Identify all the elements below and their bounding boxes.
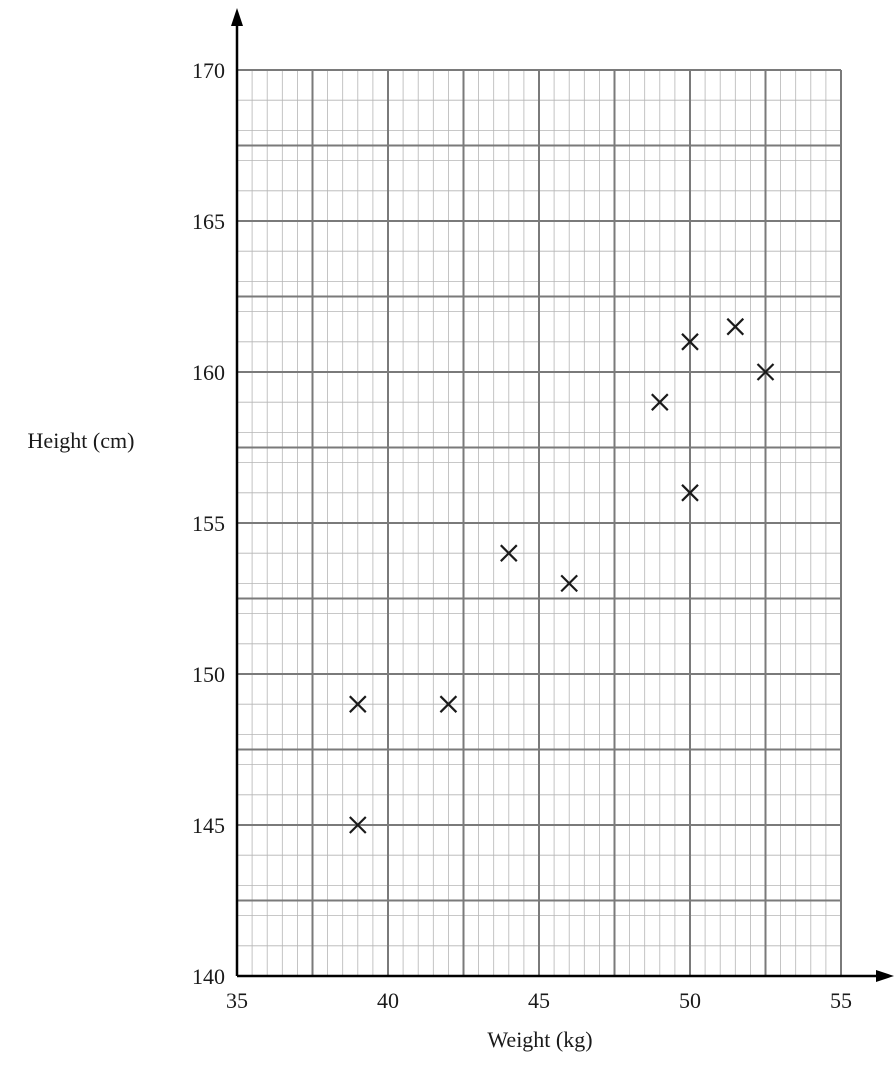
data-point-stroke xyxy=(349,695,367,713)
data-point-stroke xyxy=(560,574,578,593)
data-point xyxy=(681,484,699,502)
data-point-stroke xyxy=(681,333,699,351)
y-axis-label: Height (cm) xyxy=(28,428,135,453)
x-tick-label: 50 xyxy=(679,988,701,1013)
y-tick-label: 155 xyxy=(192,511,225,536)
y-tick-label: 170 xyxy=(192,58,225,83)
data-point-stroke xyxy=(439,695,458,713)
y-tick-label: 140 xyxy=(192,964,225,989)
x-tick-label: 40 xyxy=(377,988,399,1013)
y-tick-labels: 140 145 150 155 160 165 170 xyxy=(192,58,225,989)
y-tick-label: 160 xyxy=(192,360,225,385)
x-tick-label: 55 xyxy=(830,988,852,1013)
y-tick-label: 165 xyxy=(192,209,225,234)
data-point-stroke xyxy=(651,393,669,411)
data-points xyxy=(349,317,775,834)
x-tick-labels: 35 40 45 50 55 xyxy=(226,988,852,1013)
data-point xyxy=(681,333,699,351)
data-point xyxy=(651,393,669,411)
axes xyxy=(231,8,894,982)
data-point xyxy=(349,816,367,834)
data-point-stroke xyxy=(349,816,367,834)
data-point-stroke xyxy=(681,484,699,502)
data-point-stroke xyxy=(756,363,775,381)
y-tick-label: 150 xyxy=(192,662,225,687)
x-axis-label: Weight (kg) xyxy=(487,1027,592,1052)
y-tick-label: 145 xyxy=(192,813,225,838)
data-point-stroke xyxy=(726,317,745,336)
data-point xyxy=(756,363,775,381)
x-tick-label: 35 xyxy=(226,988,248,1013)
data-point xyxy=(349,695,367,713)
data-point xyxy=(560,574,578,593)
data-point xyxy=(439,695,458,713)
data-point xyxy=(726,317,745,336)
data-point xyxy=(500,544,518,562)
data-point-stroke xyxy=(500,544,518,562)
x-axis-arrow xyxy=(876,970,894,982)
x-tick-label: 45 xyxy=(528,988,550,1013)
y-axis-arrow xyxy=(231,8,243,26)
